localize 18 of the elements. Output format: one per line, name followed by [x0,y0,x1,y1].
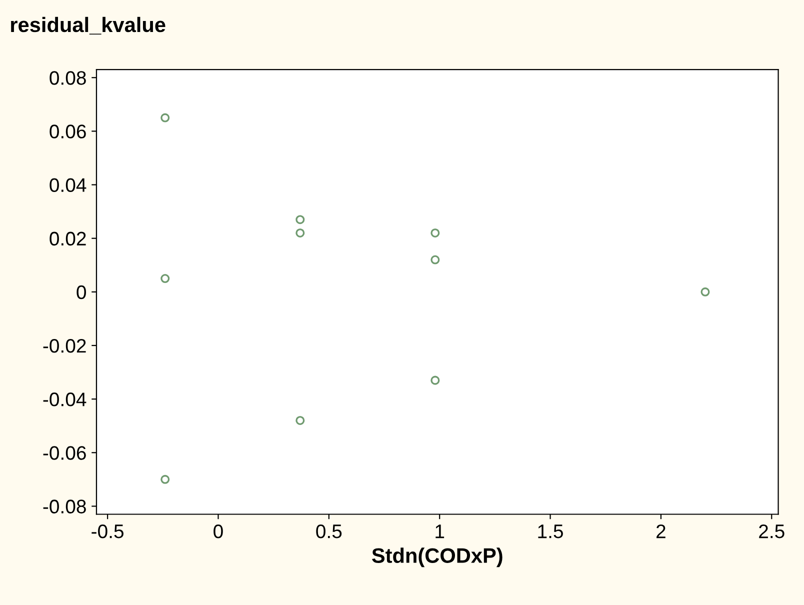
x-tick-label: -0.5 [92,524,124,538]
y-tick-label: 0.04 [50,178,86,192]
x-axis-title: Stdn(CODxP) [372,548,502,568]
y-tick-label: 0.06 [50,124,86,138]
y-tick-label: -0.06 [43,446,86,460]
y-tick-label: -0.02 [43,338,86,353]
x-tick-label: 0 [214,524,223,538]
x-tick-label: 2 [656,524,666,538]
y-tick-label: 0 [76,285,86,300]
y-tick-label: 0.08 [50,71,86,85]
x-tick-label: 0.5 [316,524,342,538]
y-axis-title: residual_kvalue [11,16,166,35]
y-tick-label: 0.02 [50,232,86,246]
x-tick-label: 1.5 [538,524,563,538]
x-tick-label: 2.5 [759,524,784,538]
y-tick-label: -0.08 [43,500,86,514]
y-tick-label: -0.04 [43,392,86,406]
x-tick-label: 1 [436,524,444,538]
